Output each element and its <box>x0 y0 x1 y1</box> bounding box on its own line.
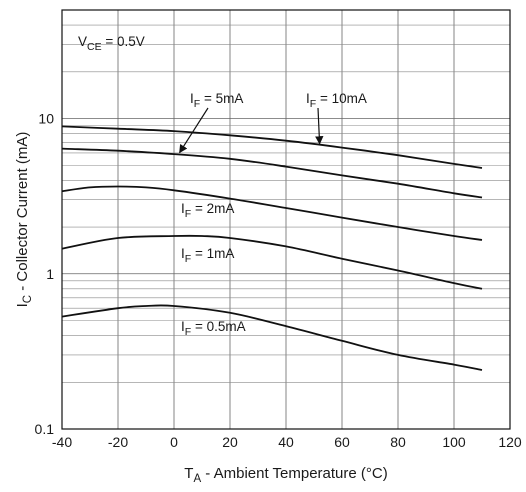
y-tick-label: 10 <box>38 111 54 127</box>
x-tick-label: 40 <box>278 434 294 450</box>
y-tick-label: 0.1 <box>35 421 55 437</box>
label-arrows <box>179 107 324 154</box>
x-tick-label: -40 <box>52 434 72 450</box>
x-axis-title: TA - Ambient Temperature (°C) <box>184 465 387 485</box>
series-label-10mA: IF = 10mA <box>306 91 367 110</box>
curve-10mA <box>61 125 483 169</box>
x-tick-label: 0 <box>170 434 178 450</box>
y-tick-label: 1 <box>46 266 54 282</box>
curves <box>61 125 483 371</box>
x-tick-label: 60 <box>334 434 350 450</box>
curve-2mA <box>61 185 483 241</box>
x-tick-labels: -40 -20 0 20 40 60 80 100 120 <box>52 434 522 450</box>
curve-0.5mA <box>61 304 483 371</box>
arrow-5mA <box>179 107 209 154</box>
x-tick-label: 80 <box>390 434 406 450</box>
series-label-5mA: IF = 5mA <box>190 91 243 110</box>
arrow-10mA <box>315 107 324 145</box>
vce-annotation: VCE = 0.5V <box>78 34 145 53</box>
curve-5mA <box>61 147 483 199</box>
x-tick-label: 100 <box>442 434 466 450</box>
y-axis-title: IC - Collector Current (mA) <box>14 132 34 308</box>
series-label-0.5mA: IF = 0.5mA <box>181 319 246 338</box>
series-label-1mA: IF = 1mA <box>181 246 234 265</box>
curve-1mA <box>61 234 483 290</box>
x-tick-label: 20 <box>222 434 238 450</box>
grid <box>62 10 510 429</box>
series-label-2mA: IF = 2mA <box>181 201 234 220</box>
y-tick-labels: 0.1 1 10 <box>35 111 55 437</box>
x-tick-label: 120 <box>498 434 522 450</box>
plot-frame <box>61 9 511 430</box>
x-tick-label: -20 <box>108 434 128 450</box>
